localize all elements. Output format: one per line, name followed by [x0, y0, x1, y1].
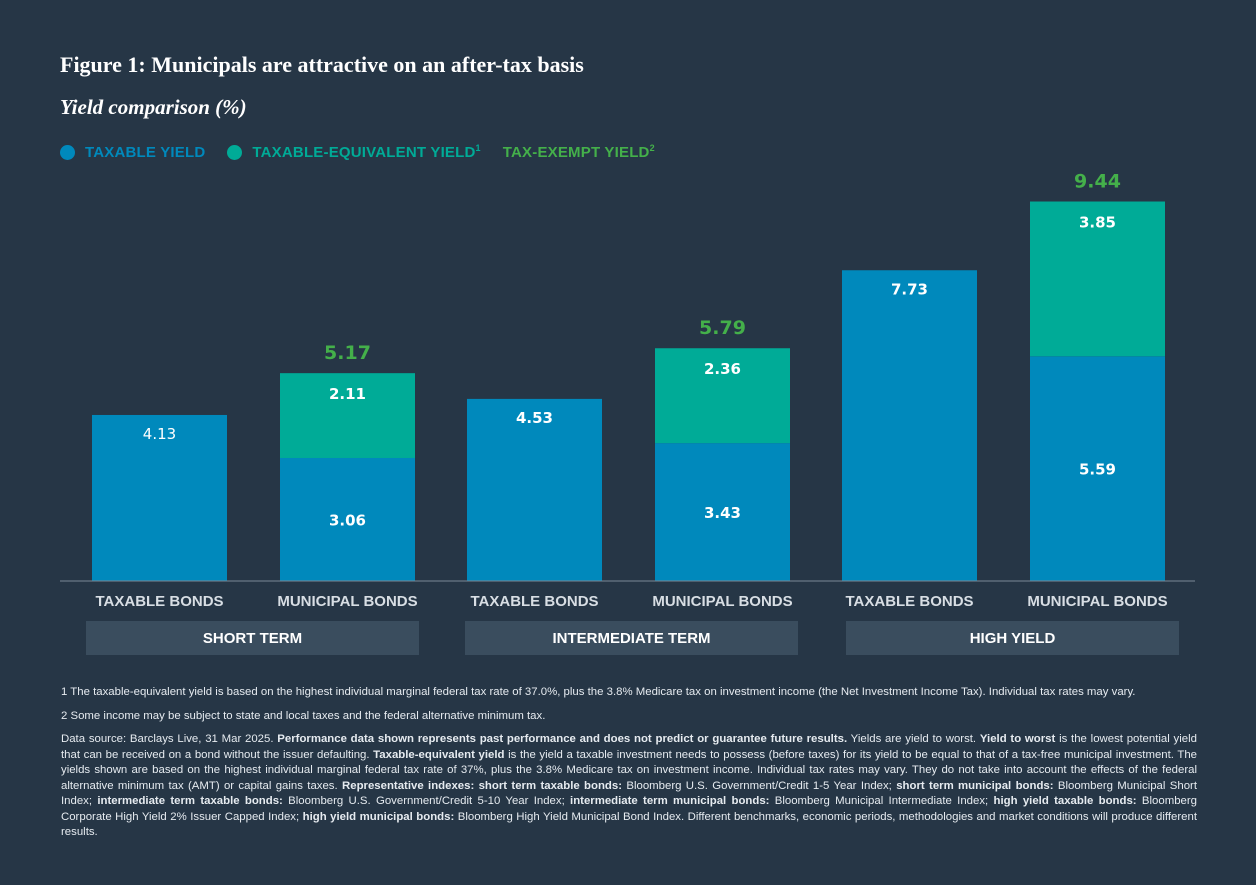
- bar-taxable-yield: [467, 398, 602, 581]
- footnote-1: 1 The taxable-equivalent yield is based …: [61, 686, 1136, 698]
- data-label-tax-exempt-yield: 5.17: [324, 342, 371, 364]
- data-label-taxable-equivalent-yield: 2.11: [329, 385, 366, 403]
- group-box: [465, 621, 798, 655]
- data-label-taxable-yield: 7.73: [891, 280, 928, 298]
- data-label-taxable-equivalent-yield: 2.36: [704, 360, 741, 378]
- bar-taxable-equivalent-yield: [1030, 201, 1165, 357]
- x-tick-label: TAXABLE BONDS: [845, 593, 973, 610]
- legend-label-tax-exempt: TAX-EXEMPT YIELD2: [502, 143, 655, 161]
- legend-label-taxable: TAXABLE YIELD: [85, 143, 206, 161]
- group-box: [846, 621, 1179, 655]
- group-label: INTERMEDIATE TERM: [552, 630, 710, 647]
- data-label-taxable-yield: 3.43: [704, 504, 741, 522]
- bar-taxable-yield: [280, 457, 415, 581]
- bar-taxable-equivalent-yield: [280, 373, 415, 458]
- x-tick-label: TAXABLE BONDS: [470, 593, 598, 610]
- data-label-taxable-yield: 3.06: [329, 511, 366, 529]
- x-tick-label: MUNICIPAL BONDS: [1027, 593, 1167, 610]
- x-tick-label: TAXABLE BONDS: [95, 593, 223, 610]
- chart-subtitle: Yield comparison (%): [60, 95, 247, 119]
- group-label: SHORT TERM: [203, 630, 302, 647]
- chart-title: Figure 1: Municipals are attractive on a…: [60, 52, 584, 77]
- x-tick-label: MUNICIPAL BONDS: [652, 593, 792, 610]
- data-label-taxable-yield: 4.53: [516, 409, 553, 427]
- bar-taxable-yield: [842, 270, 977, 581]
- bar-taxable-yield: [1030, 356, 1165, 581]
- legend-swatch-taxable-equivalent: [227, 144, 243, 160]
- legend-swatch-taxable: [60, 144, 75, 160]
- bar-chart: 4.13 TAXABLE BONDS 3.06 2.11 5.17 MUNICIPAL B…: [60, 171, 1195, 655]
- bar-taxable-yield: [655, 443, 790, 581]
- bar-taxable-equivalent-yield: [655, 348, 790, 444]
- x-tick-label: MUNICIPAL BONDS: [277, 593, 417, 610]
- legend-label-taxable-equivalent: TAXABLE-EQUIVALENT YIELD1: [252, 143, 481, 161]
- data-label-taxable-equivalent-yield: 3.85: [1079, 214, 1116, 232]
- bar-taxable-yield: [92, 414, 227, 581]
- legend-item-taxable-equivalent: TAXABLE-EQUIVALENT YIELD1: [227, 143, 481, 161]
- data-label-taxable-yield: 4.13: [143, 425, 176, 443]
- footnote-2: 2 Some income may be subject to state an…: [61, 709, 546, 722]
- data-label-tax-exempt-yield: 9.44: [1074, 171, 1121, 193]
- group-box: [86, 621, 419, 655]
- legend-item-tax-exempt: TAX-EXEMPT YIELD2: [503, 143, 655, 161]
- data-label-taxable-yield: 5.59: [1079, 461, 1116, 479]
- legend-item-taxable: TAXABLE YIELD: [60, 144, 205, 161]
- group-label: HIGH YIELD: [970, 630, 1056, 647]
- data-source-note: Data source: Barclays Live, 31 Mar 2025.…: [61, 733, 1198, 838]
- legend: TAXABLE YIELD TAXABLE-EQUIVALENT YIELD1 …: [60, 143, 655, 161]
- data-label-tax-exempt-yield: 5.79: [699, 317, 746, 339]
- footnotes: 1 The taxable-equivalent yield is based …: [61, 685, 1197, 849]
